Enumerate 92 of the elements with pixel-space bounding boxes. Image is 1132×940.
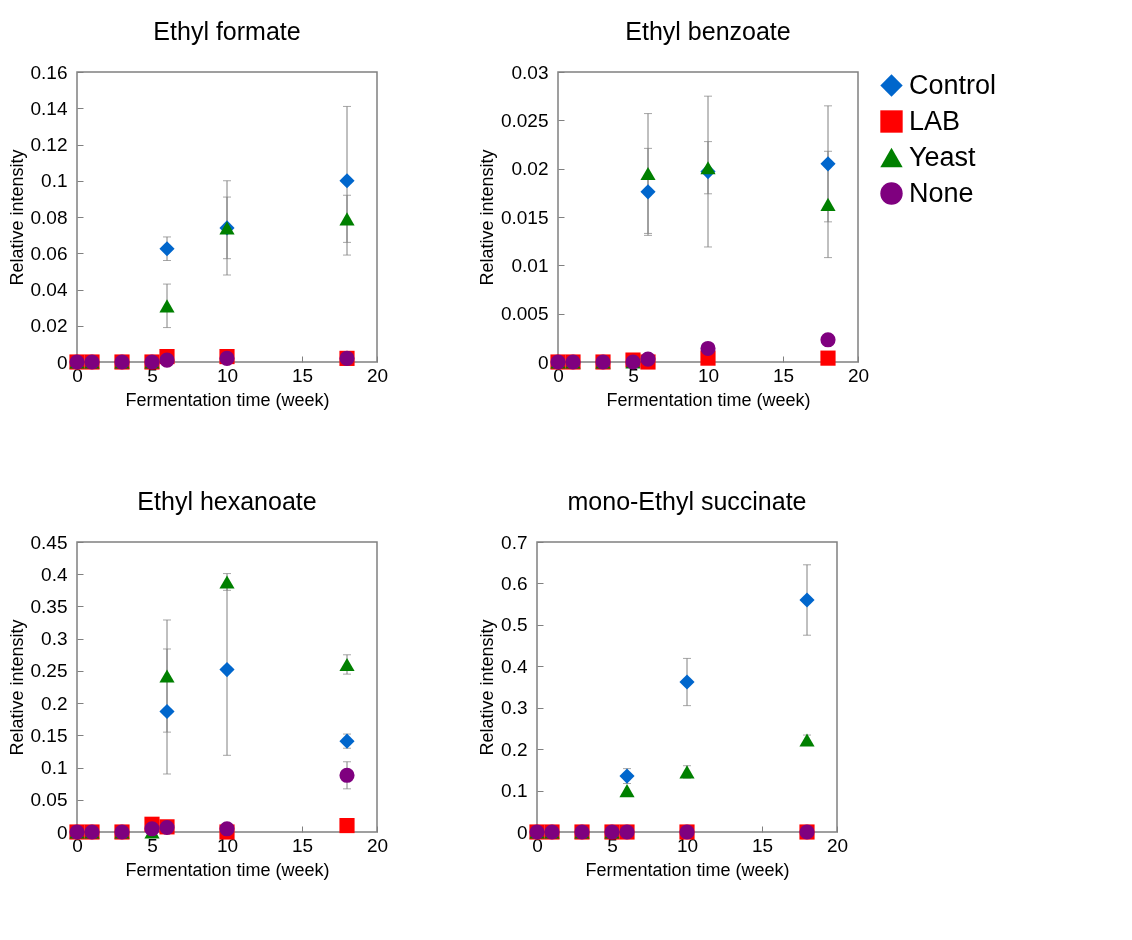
point <box>619 768 635 784</box>
point <box>619 784 635 798</box>
chart-title: Ethyl hexanoate <box>137 487 317 515</box>
x-tick-label: 10 <box>216 364 239 386</box>
y-tick-label: 0.06 <box>30 242 68 264</box>
x-tick-label: 0 <box>72 364 83 386</box>
point <box>339 173 355 189</box>
y-tick-label: 0.12 <box>30 134 68 155</box>
point <box>679 674 695 690</box>
point <box>159 241 175 257</box>
point <box>159 299 175 313</box>
x-axis-title: Fermentation time (week) <box>585 859 790 880</box>
y-tick-label: 0.3 <box>501 697 528 719</box>
point <box>339 817 355 834</box>
y-tick-label: 0.45 <box>30 531 68 553</box>
point <box>820 156 836 172</box>
point <box>144 821 160 837</box>
x-tick-label: 10 <box>216 834 239 856</box>
y-tick-label: 0.02 <box>30 315 68 337</box>
point <box>640 184 656 200</box>
y-axis-title: Relative intensity <box>477 619 498 756</box>
chart-title: Ethyl formate <box>153 17 301 45</box>
point <box>799 592 815 608</box>
y-tick-label: 0.6 <box>501 572 528 594</box>
x-axis-title: Fermentation time (week) <box>125 859 330 880</box>
y-axis-title: Relative intensity <box>6 149 27 286</box>
x-tick-label: 5 <box>607 834 618 856</box>
point <box>339 212 355 226</box>
y-tick-label: 0.04 <box>30 279 68 300</box>
y-axis-title: Relative intensity <box>476 149 497 286</box>
point <box>219 575 235 589</box>
y-tick-label: 0.01 <box>511 254 549 276</box>
legend-label: Yeast <box>909 141 977 172</box>
point <box>159 703 175 720</box>
y-tick-label: 0.5 <box>501 614 528 636</box>
point <box>820 350 836 366</box>
x-tick-label: 20 <box>847 364 870 386</box>
legend-label: LAB <box>909 105 961 136</box>
y-tick-label: 0.1 <box>501 780 528 802</box>
x-tick-label: 15 <box>751 834 774 856</box>
point <box>159 669 175 683</box>
y-tick-label: 0.015 <box>500 206 549 228</box>
y-tick-label: 0.005 <box>500 303 549 325</box>
x-tick-label: 0 <box>72 834 83 856</box>
x-tick-label: 15 <box>772 364 795 386</box>
y-tick-label: 0.02 <box>511 158 549 180</box>
point <box>700 340 716 357</box>
y-tick-label: 0.14 <box>30 97 68 119</box>
y-tick-label: 0.15 <box>30 724 68 746</box>
y-tick-label: 0.35 <box>30 595 68 617</box>
point <box>640 166 656 181</box>
y-tick-label: 0.05 <box>30 789 68 811</box>
x-tick-label: 15 <box>291 364 314 386</box>
y-tick-label: 0.08 <box>30 206 68 228</box>
y-tick-label: 0.03 <box>511 61 549 83</box>
x-tick-label: 5 <box>147 834 158 856</box>
x-tick-label: 20 <box>366 364 389 386</box>
point <box>820 332 836 348</box>
chart-title: mono-Ethyl succinate <box>567 487 807 515</box>
x-axis-title: Fermentation time (week) <box>606 389 811 410</box>
y-tick-label: 0.2 <box>41 692 68 714</box>
y-tick-label: 0.3 <box>41 628 68 650</box>
y-axis-title: Relative intensity <box>6 619 27 756</box>
legend-label: Control <box>909 69 997 100</box>
chart-title: Ethyl benzoate <box>625 17 791 45</box>
point <box>219 662 235 678</box>
point <box>820 197 836 211</box>
point <box>799 733 815 747</box>
x-tick-label: 15 <box>291 834 314 856</box>
point <box>339 733 355 749</box>
y-tick-label: 0.4 <box>501 655 528 677</box>
point <box>339 657 355 672</box>
x-tick-label: 5 <box>628 364 639 386</box>
y-tick-label: 0.4 <box>41 563 68 585</box>
x-tick-label: 20 <box>366 834 389 856</box>
y-tick-label: 0.1 <box>41 757 68 779</box>
x-tick-label: 10 <box>676 834 699 856</box>
y-tick-label: 0.1 <box>41 170 68 192</box>
x-axis-title: Fermentation time (week) <box>125 389 330 410</box>
point <box>679 765 695 779</box>
legend-label: None <box>909 177 974 208</box>
point <box>700 161 716 175</box>
y-tick-label: 0.025 <box>500 109 549 131</box>
y-tick-label: 0.7 <box>501 531 528 553</box>
y-tick-label: 0.25 <box>30 660 68 682</box>
x-tick-label: 20 <box>826 834 849 856</box>
y-tick-label: 0.2 <box>501 738 528 760</box>
x-tick-label: 0 <box>553 364 564 386</box>
x-tick-label: 10 <box>697 364 720 386</box>
y-tick-label: 0.16 <box>30 61 68 83</box>
x-tick-label: 5 <box>147 364 158 386</box>
point <box>339 767 355 783</box>
